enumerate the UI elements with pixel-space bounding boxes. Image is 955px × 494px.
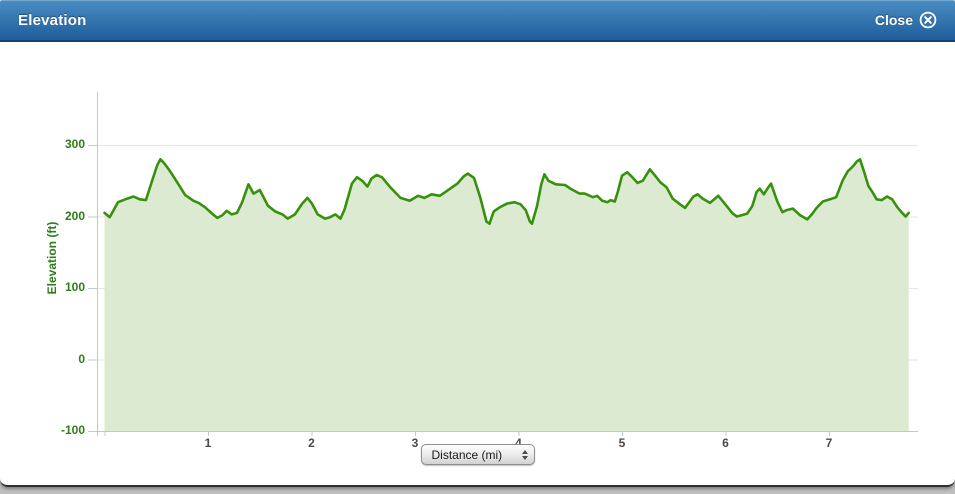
x-tick-label: 6 — [722, 436, 729, 450]
elevation-chart: Elevation (ft) 300 200 100 0 -100 1 2 3 4 5 6 7 Di… — [0, 42, 955, 487]
stepper-icon — [521, 449, 528, 460]
y-tick-label: -100 — [60, 423, 85, 437]
modal-title: Elevation — [18, 11, 87, 29]
x-tick-label: 3 — [411, 436, 419, 450]
close-icon — [919, 11, 937, 29]
close-button[interactable]: Close — [875, 11, 937, 29]
y-tick-label: 200 — [64, 208, 85, 223]
y-tick-label: 100 — [64, 280, 85, 294]
x-tick-label: 2 — [308, 436, 315, 450]
x-tick-label: 1 — [204, 436, 212, 450]
x-tick-label: 7 — [825, 436, 833, 450]
close-label: Close — [874, 12, 913, 28]
x-tick-label: 4 — [515, 436, 522, 450]
y-tick-label: 0 — [78, 351, 85, 366]
distance-unit-select[interactable]: Distance (mi) — [420, 444, 535, 465]
unit-select-label: Distance (mi) — [431, 447, 503, 462]
modal-header: Elevation Close — [0, 0, 955, 42]
y-tick-label: 300 — [64, 137, 85, 151]
y-axis-title: Elevation (ft) — [45, 221, 59, 295]
x-tick-label: 5 — [618, 436, 626, 450]
elevation-area-chart — [88, 92, 918, 436]
